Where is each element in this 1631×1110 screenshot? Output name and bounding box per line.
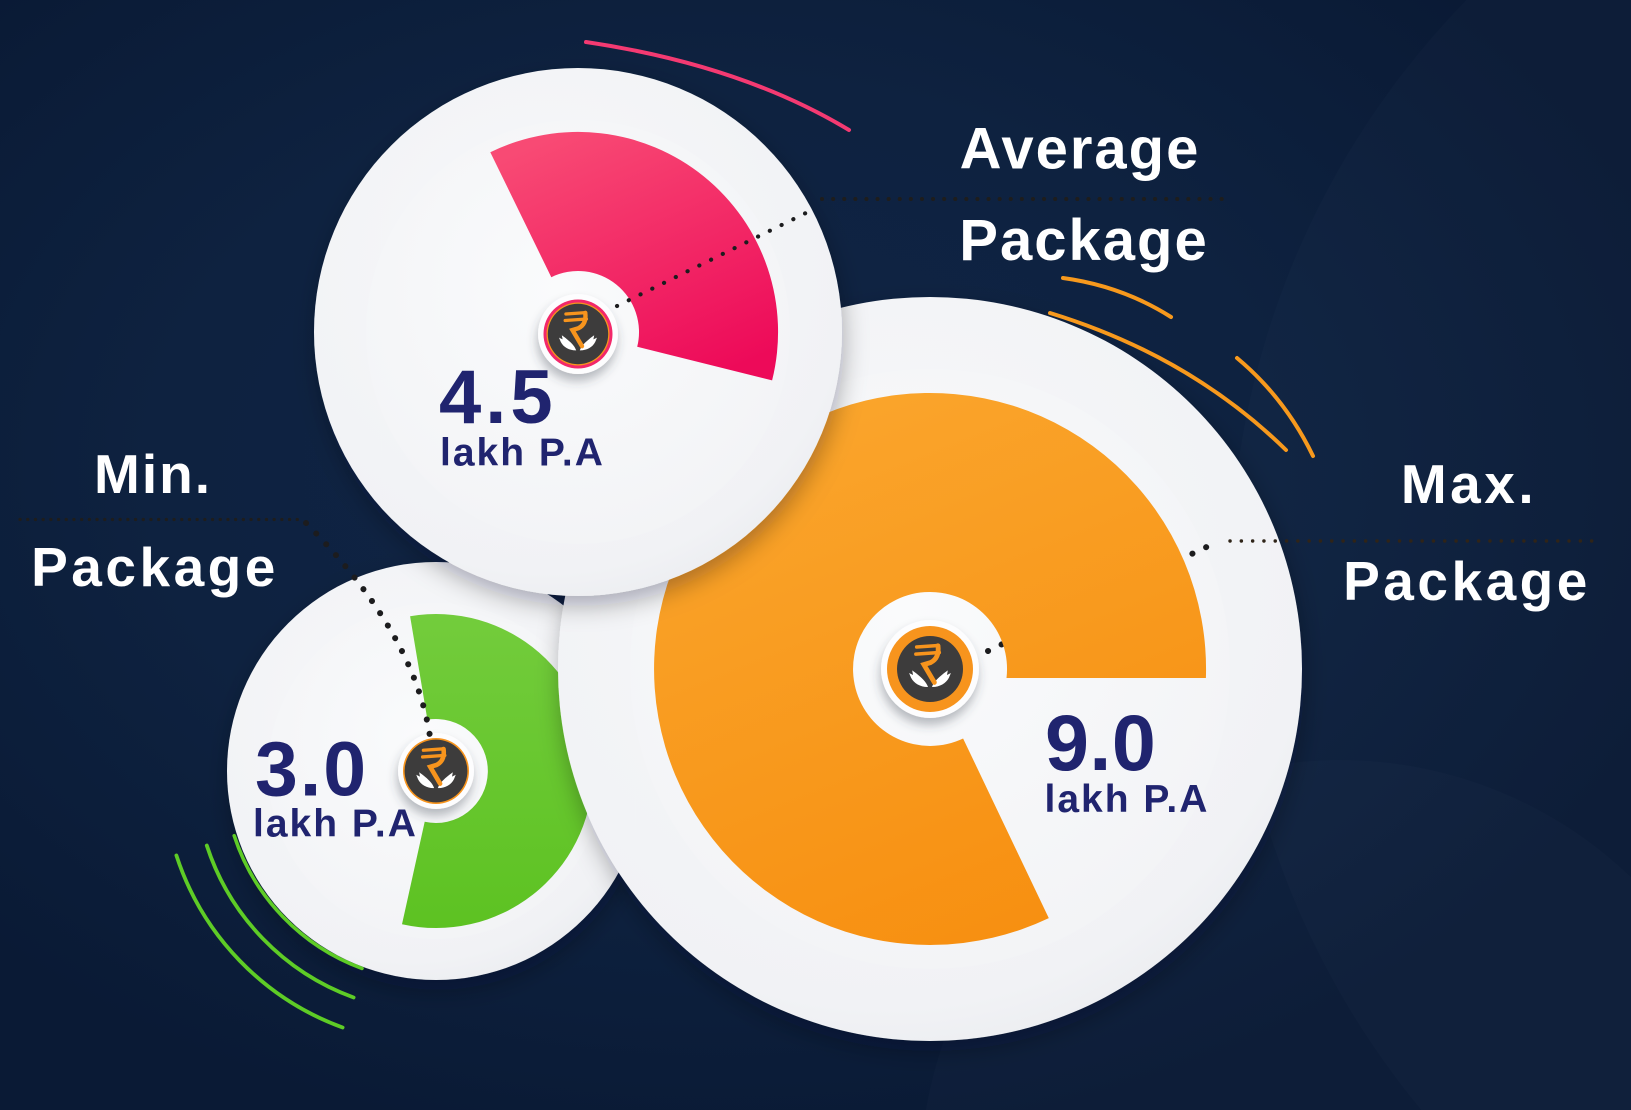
svg-text:Max.: Max. [1401, 453, 1537, 515]
svg-text:4.5: 4.5 [439, 355, 557, 440]
svg-text:Package: Package [31, 536, 279, 598]
svg-text:Average: Average [960, 117, 1201, 182]
svg-text:3.0: 3.0 [255, 727, 368, 813]
svg-text:lakh P.A: lakh P.A [440, 432, 605, 475]
svg-text:Package: Package [959, 208, 1208, 273]
svg-text:9.0: 9.0 [1045, 698, 1156, 787]
svg-text:lakh P.A: lakh P.A [1045, 778, 1210, 821]
svg-text:lakh P.A: lakh P.A [253, 803, 418, 846]
svg-text:Min.: Min. [94, 443, 212, 505]
svg-text:Package: Package [1343, 550, 1591, 612]
